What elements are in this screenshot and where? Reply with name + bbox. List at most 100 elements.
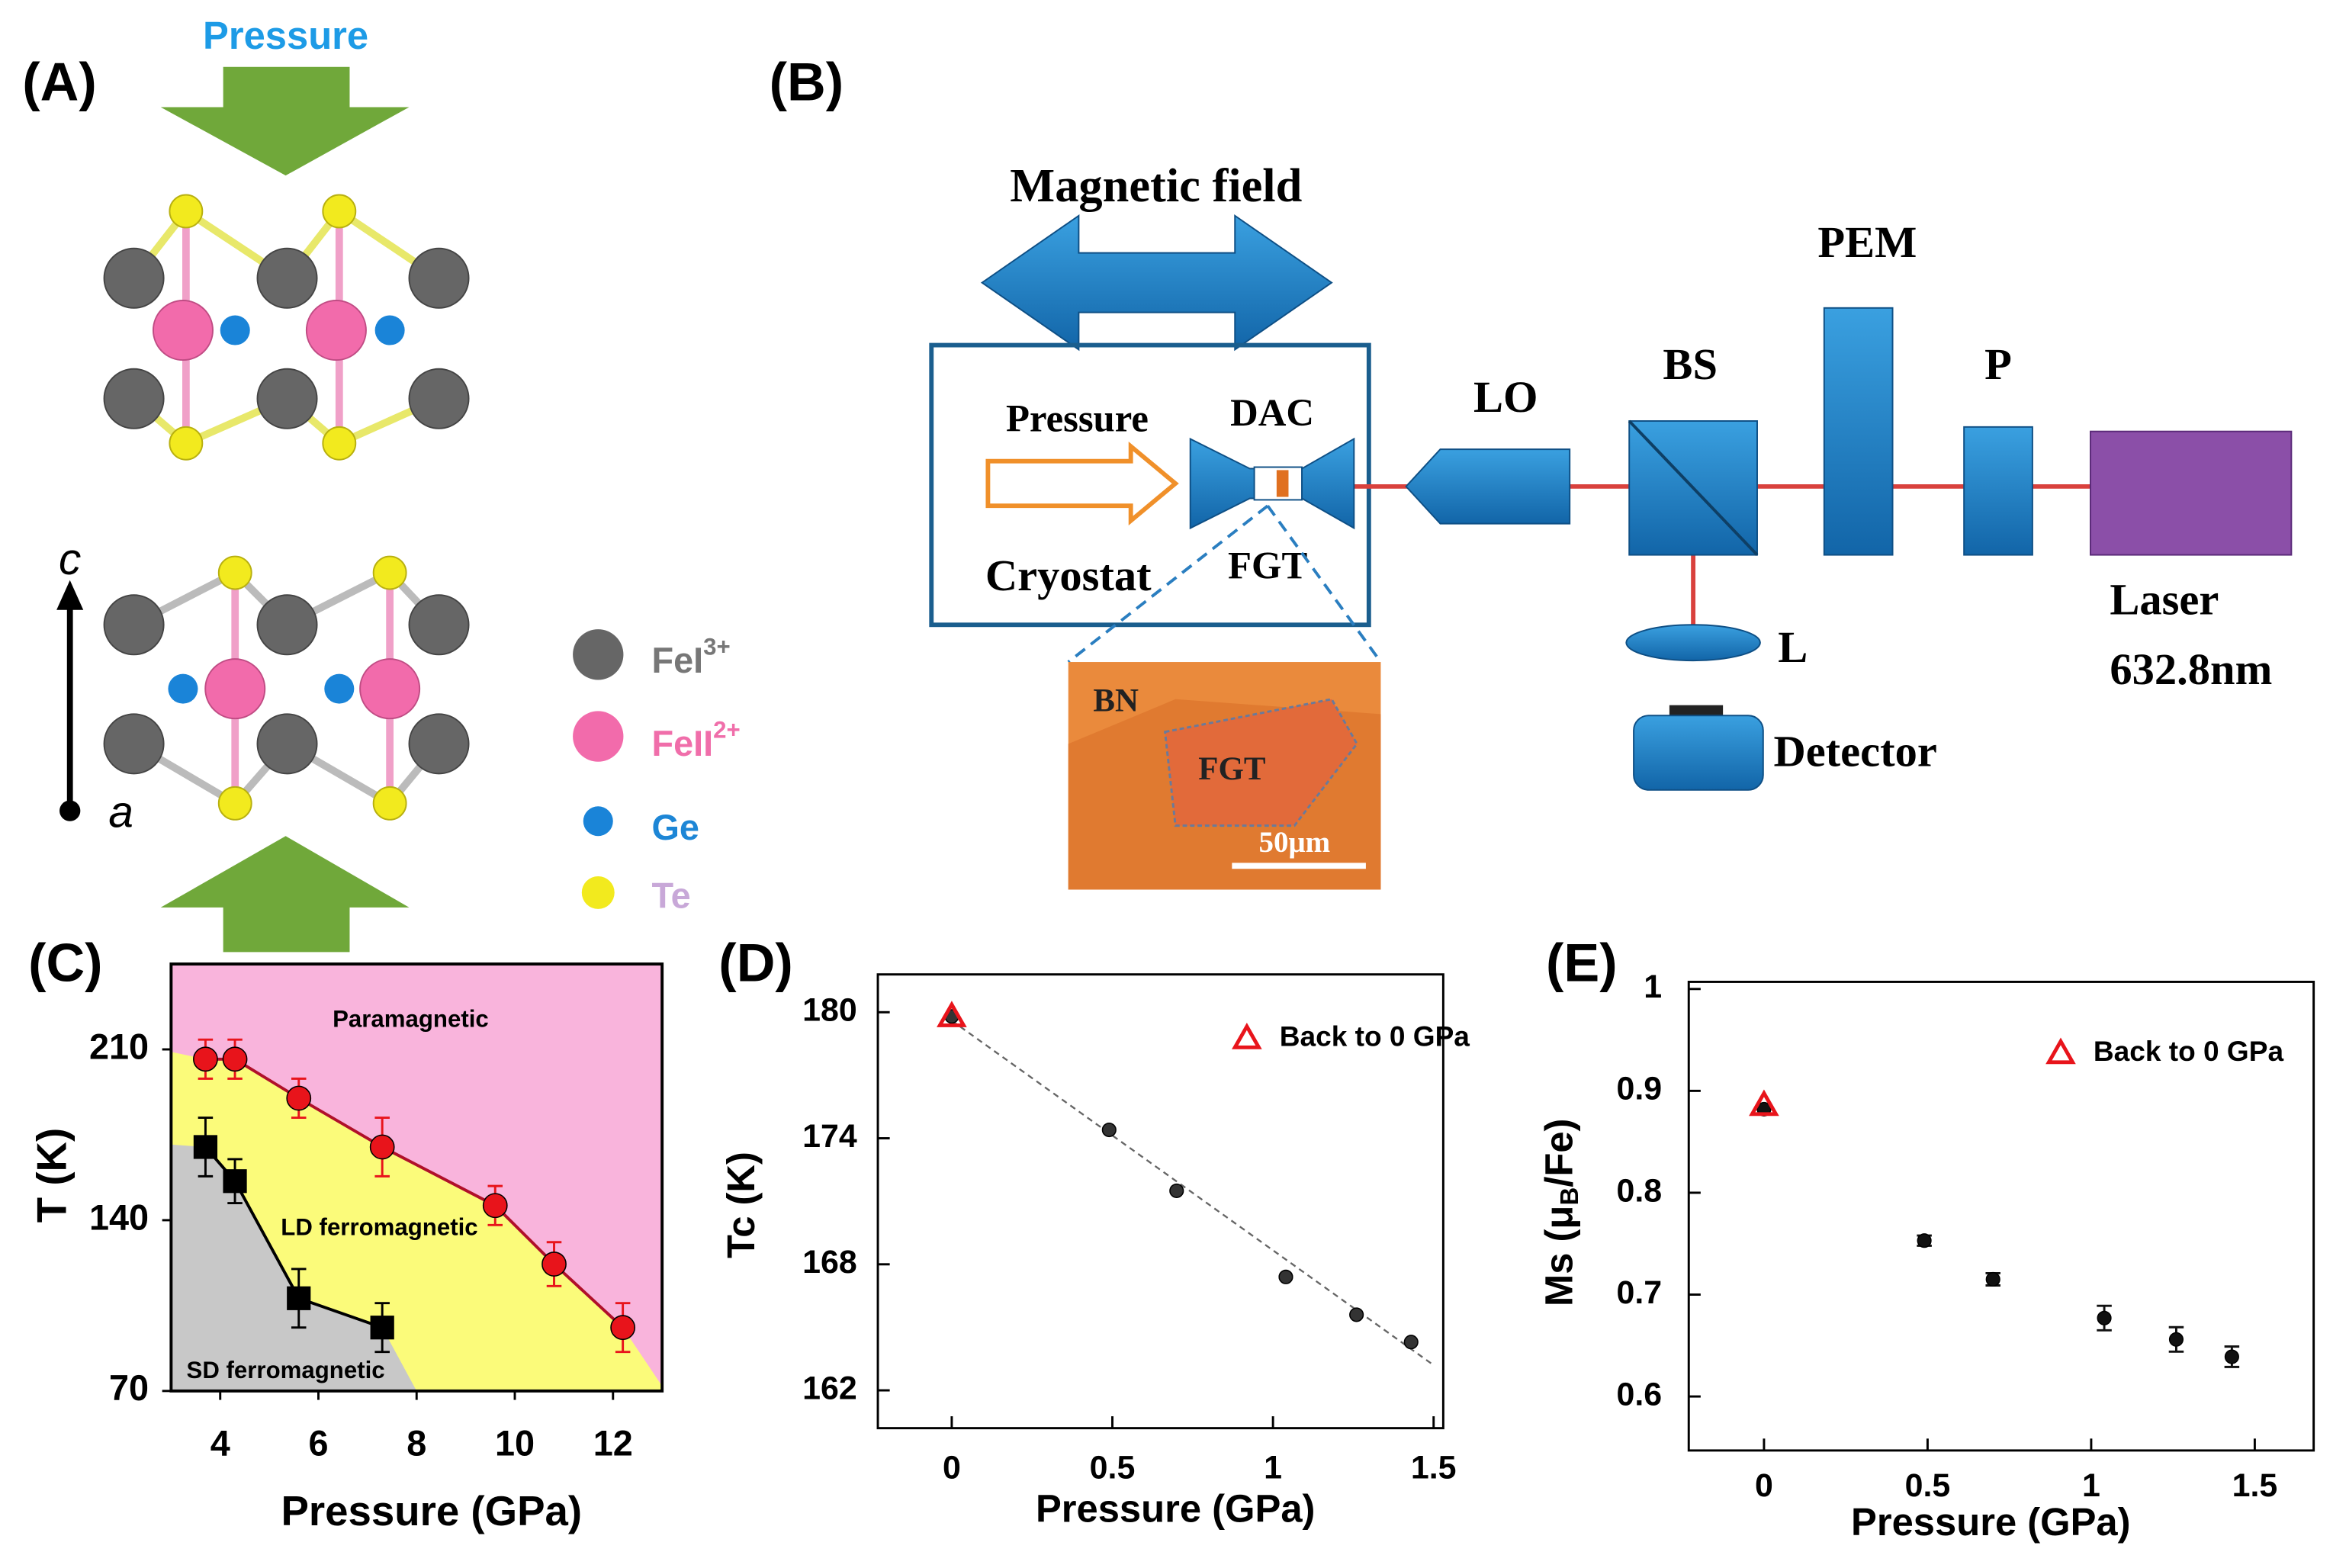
- y-axis-label: T (K): [29, 1128, 76, 1223]
- lo: [1405, 448, 1571, 525]
- pressure-arrow: [160, 836, 410, 953]
- plot-frame: [876, 973, 1444, 1430]
- legend-label: Back to 0 GPa: [2094, 1035, 2284, 1067]
- y-axis-label-part: Ms (μ: [1538, 1206, 1581, 1306]
- region: [171, 1144, 417, 1391]
- pressure-arrow: [160, 66, 410, 176]
- y-axis-label-part: /Fe): [1538, 1119, 1581, 1187]
- y-tick-label: 0.6: [1616, 1376, 1662, 1412]
- panel-label: (B): [770, 52, 844, 112]
- axis-label: a: [108, 787, 133, 837]
- series-line: [204, 1145, 383, 1329]
- label: 50μm: [1258, 826, 1330, 859]
- splitter-line: [1628, 419, 1759, 556]
- marker: [937, 1001, 967, 1027]
- legend-marker: [1232, 1023, 1262, 1049]
- label: 632.8nm: [2110, 644, 2272, 694]
- x-tick-label: 10: [495, 1423, 535, 1463]
- legend-label: Ge: [651, 808, 699, 847]
- marker: [610, 1315, 636, 1341]
- y-tick-label: 180: [802, 992, 857, 1029]
- marker: [1749, 1089, 1779, 1117]
- y-tick-label: 168: [802, 1244, 857, 1280]
- legend-atom: [573, 711, 624, 762]
- x-axis-label: Pressure (GPa): [1851, 1500, 2131, 1544]
- marker: [1917, 1233, 1932, 1248]
- y-axis-label: Ms (μB/Fe): [1538, 1119, 1583, 1306]
- marker: [193, 1046, 218, 1072]
- axis-arrowhead: [56, 580, 84, 610]
- marker: [370, 1316, 394, 1340]
- label: FGT: [1228, 545, 1307, 587]
- legend-label: FeII2+: [651, 717, 740, 764]
- label: LO: [1473, 372, 1538, 422]
- label: Pressure: [1006, 397, 1149, 440]
- marker: [193, 1135, 218, 1159]
- y-tick-label: 162: [802, 1370, 857, 1406]
- panel-label: (E): [1546, 932, 1618, 992]
- y-tick-label: 174: [802, 1118, 857, 1155]
- legend-label: FeI3+: [651, 634, 730, 681]
- marker: [286, 1085, 312, 1111]
- marker: [2097, 1310, 2112, 1325]
- label: PEM: [1817, 217, 1917, 267]
- x-tick-label: 1.5: [2232, 1467, 2278, 1504]
- marker: [222, 1046, 248, 1072]
- label: Cryostat: [985, 551, 1152, 600]
- sample: [1276, 470, 1289, 497]
- crystal-structure: Pressure c a FeI3+ FeII2+ Ge Te: [56, 14, 741, 953]
- polarizer: [1963, 426, 2033, 556]
- atoms: [103, 194, 470, 821]
- pressure-arrow: [985, 441, 1179, 525]
- legend-label: Back to 0 GPa: [1280, 1020, 1470, 1052]
- y-tick-label: 70: [109, 1368, 149, 1408]
- zoom-lines: [1067, 504, 1383, 664]
- setup-diagram: Magnetic field Pressure DAC Cryostat FGT…: [929, 159, 2293, 890]
- flake: [1163, 698, 1358, 827]
- region-label: Paramagnetic: [333, 1005, 489, 1032]
- plot-frame: [1687, 980, 2315, 1452]
- marker: [369, 1134, 395, 1160]
- label: BS: [1663, 339, 1718, 389]
- label: DAC: [1230, 391, 1314, 434]
- marker: [1985, 1271, 2000, 1287]
- x-tick-label: 0.5: [1905, 1467, 1951, 1504]
- marker: [1278, 1269, 1293, 1284]
- panel-label: (A): [22, 52, 96, 112]
- marker: [541, 1252, 567, 1277]
- label: Laser: [2110, 574, 2219, 624]
- region-label: SD ferromagnetic: [187, 1357, 385, 1383]
- x-axis-label: Pressure (GPa): [1036, 1486, 1316, 1530]
- marker: [1403, 1335, 1419, 1350]
- label: Magnetic field: [1010, 159, 1302, 212]
- y-tick-label: 0.8: [1616, 1172, 1662, 1209]
- field-arrow: [980, 214, 1333, 352]
- panel-label: (D): [718, 932, 792, 992]
- x-tick-label: 0: [943, 1450, 961, 1486]
- legend-atom: [581, 876, 615, 909]
- x-tick-label: 1: [1264, 1450, 1282, 1486]
- y-tick-label: 0.9: [1616, 1071, 1662, 1107]
- legend-label: Te: [651, 876, 690, 916]
- x-tick-label: 0.5: [1090, 1450, 1136, 1486]
- y-tick-label: 0.7: [1616, 1274, 1662, 1311]
- x-tick-label: 4: [210, 1423, 230, 1463]
- legend-atom: [583, 806, 613, 837]
- axis-label: c: [59, 535, 81, 584]
- marker: [287, 1286, 311, 1310]
- label: FGT: [1198, 751, 1265, 787]
- legend-atom: [573, 629, 624, 680]
- label: Detector: [1773, 726, 1936, 776]
- x-tick-label: 8: [407, 1423, 426, 1463]
- y-axis-label-part: B: [1555, 1187, 1583, 1206]
- axis-dot: [59, 800, 81, 821]
- y-tick-label: 140: [89, 1197, 149, 1237]
- lens: [1625, 624, 1761, 662]
- region-label: LD ferromagnetic: [281, 1213, 477, 1240]
- legend-marker: [2045, 1037, 2076, 1065]
- detector-window: [1669, 705, 1724, 716]
- marker: [482, 1193, 508, 1219]
- marker: [2224, 1349, 2239, 1364]
